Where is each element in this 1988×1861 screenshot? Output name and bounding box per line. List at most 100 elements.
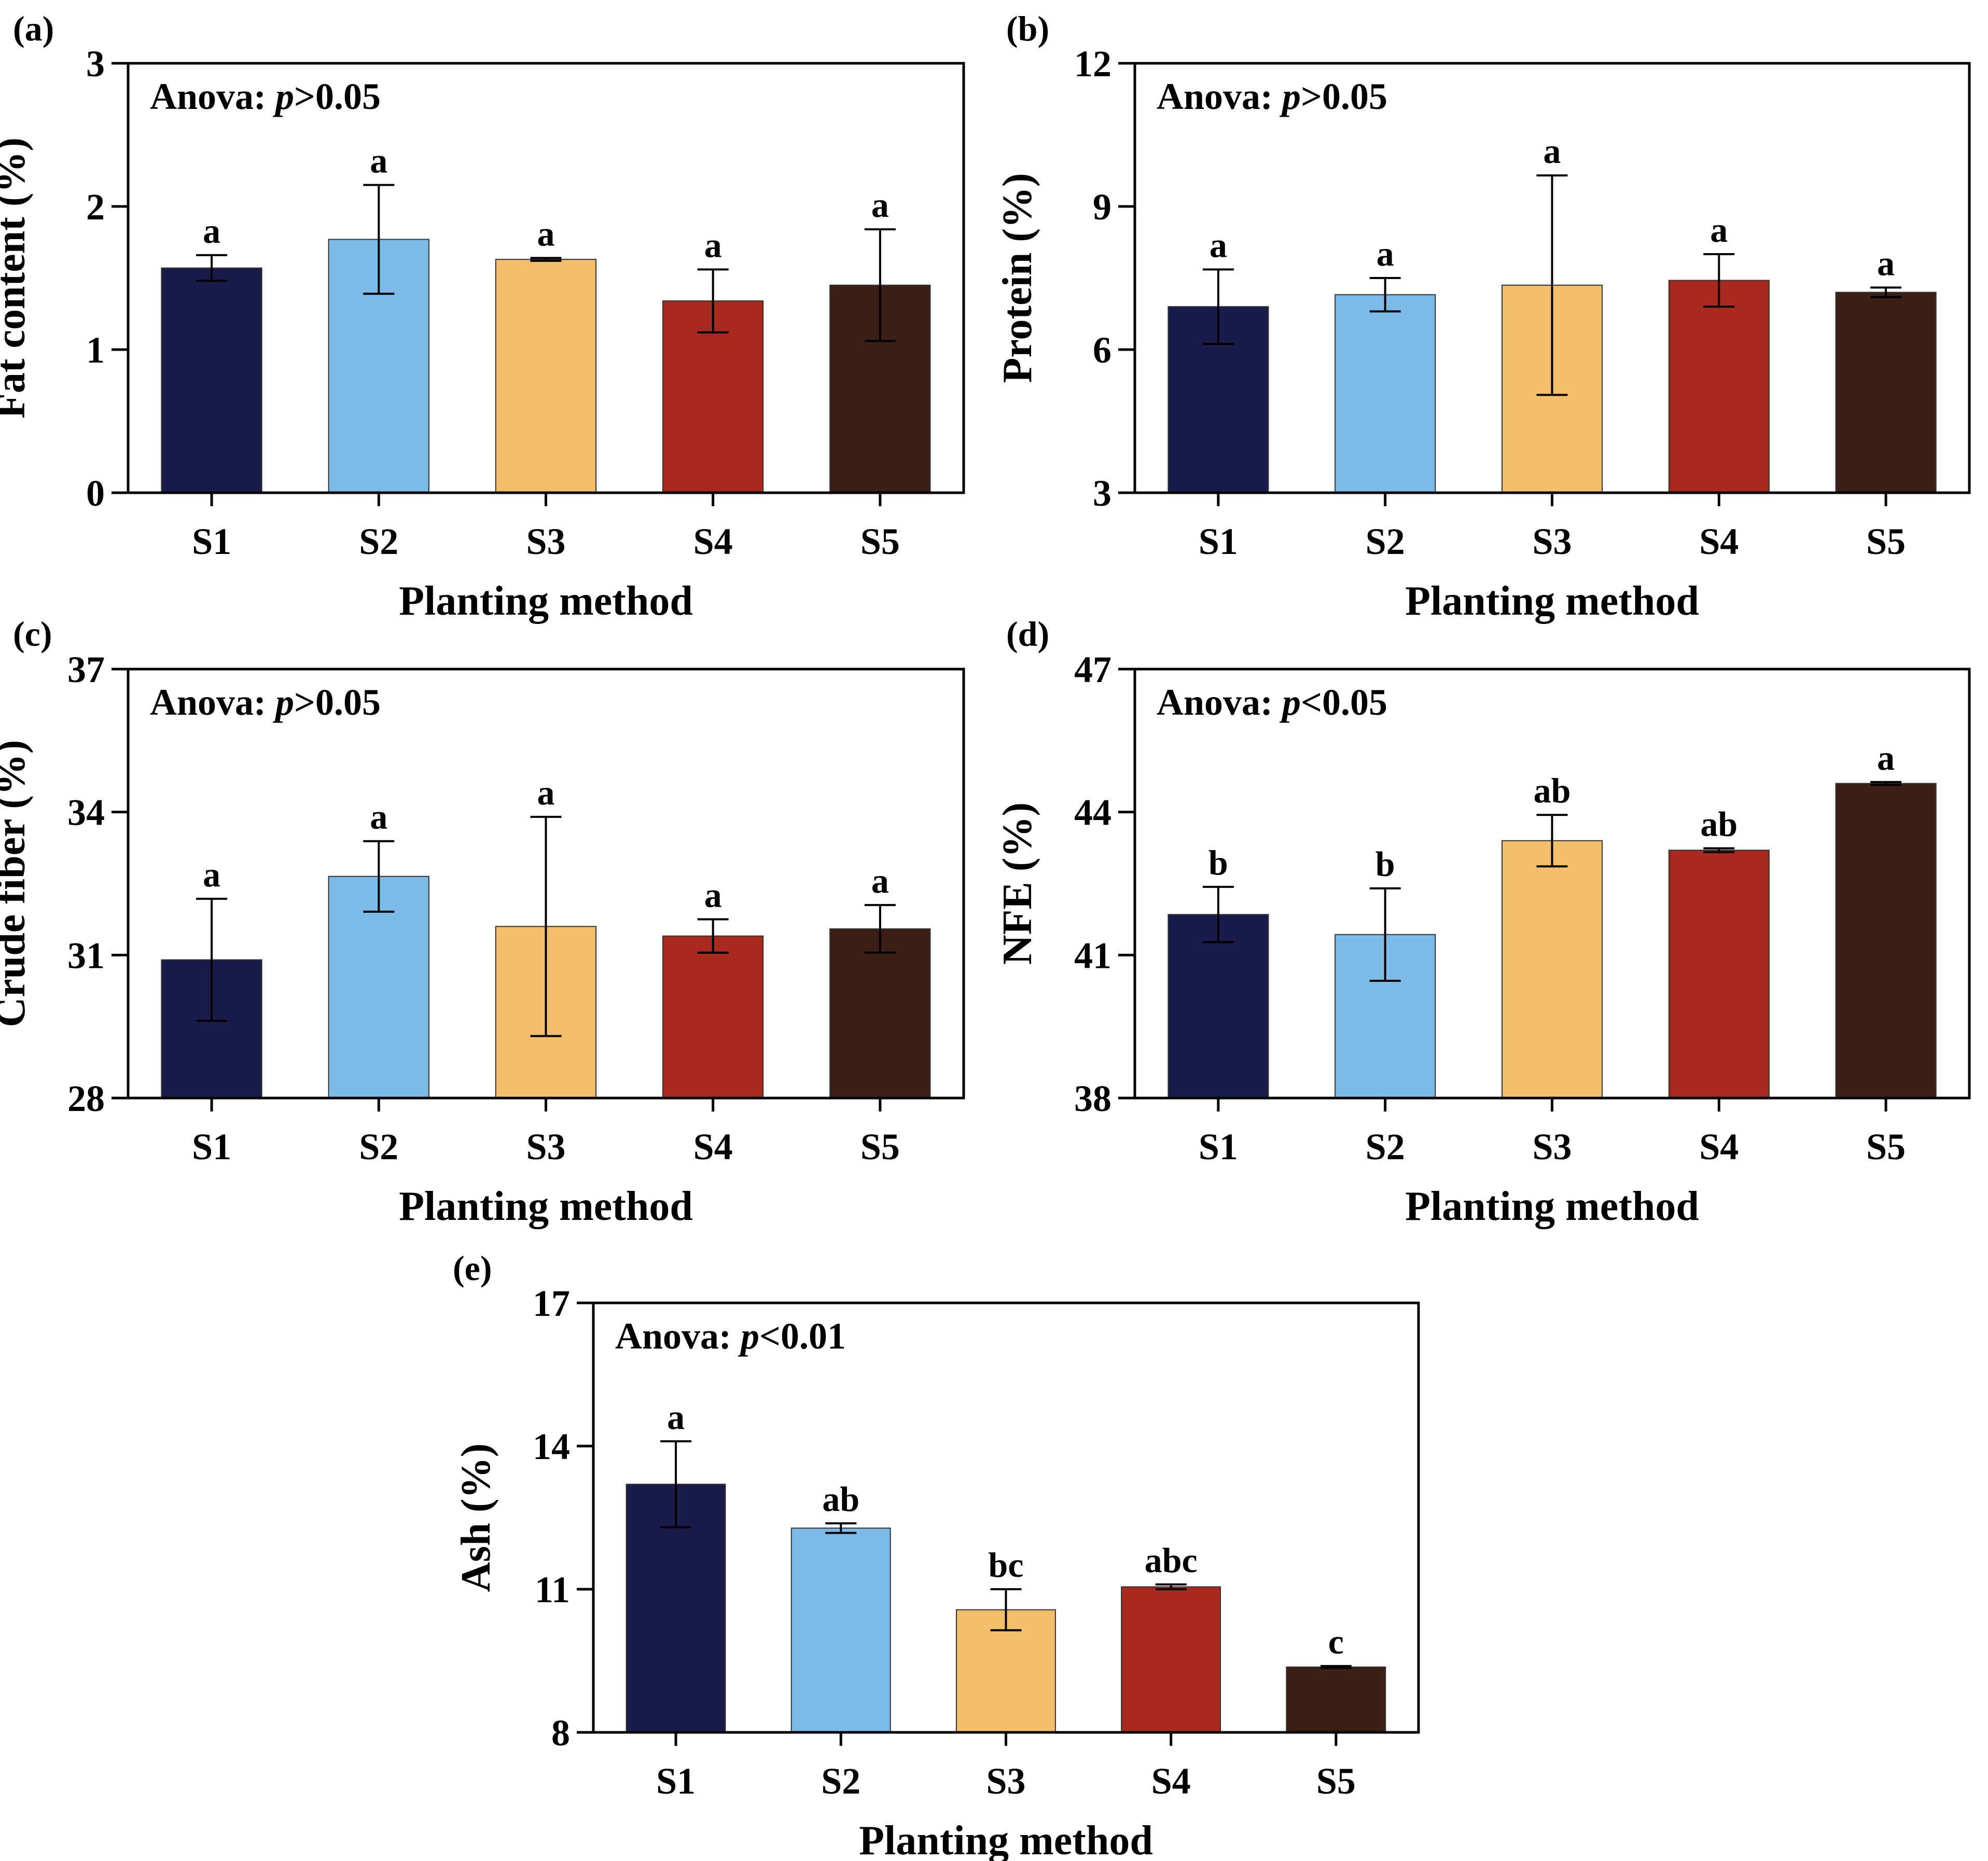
x-tick-label: S5 [1866,1126,1906,1168]
y-tick-label: 47 [1074,649,1111,690]
bar-s3 [495,259,597,493]
y-tick-label: 28 [67,1078,105,1119]
x-axis-title: Planting method [399,1184,693,1229]
y-tick-label: 14 [533,1426,570,1467]
x-axis-title: Planting method [1405,578,1699,624]
anova-annotation: Anova: p>0.05 [1157,76,1387,117]
x-tick-label: S2 [1366,521,1405,562]
bar-s1 [1167,914,1269,1099]
chart-panel-a: (a) a S1 a S2 a S3 a S4 a S5 0 1 2 3 Planting method Fat… [0,9,965,624]
y-tick-label: 3 [1093,473,1111,514]
y-tick-label: 3 [86,43,105,85]
anova-p-symbol: p [1279,682,1301,723]
anova-p-symbol: p [1279,76,1301,117]
x-tick-label: S5 [860,521,900,562]
bar-s5 [829,928,931,1099]
y-tick-label: 1 [86,329,105,371]
x-tick-label: S5 [1866,521,1906,562]
x-axis-title: Planting method [859,1818,1153,1861]
significance-letter: a [537,773,555,812]
anova-p-symbol: p [738,1315,759,1357]
y-tick-label: 17 [533,1283,570,1324]
y-tick-label: 41 [1074,935,1111,976]
y-axis-title: Ash (%) [453,1443,499,1592]
x-tick-label: S1 [192,521,231,562]
significance-letter: ab [1700,804,1737,844]
anova-prefix: Anova: [1157,682,1282,723]
y-axis-title: Crude fiber (%) [0,740,34,1027]
significance-letter: a [203,855,220,894]
significance-letter: a [704,875,722,914]
bar-s4 [1121,1586,1221,1733]
x-tick-label: S1 [192,1126,231,1168]
y-tick-label: 6 [1093,329,1111,371]
x-tick-label: S2 [821,1760,860,1802]
plot-frame [1133,668,1971,1100]
panel-label: (d) [1006,614,1049,654]
x-tick-label: S4 [1699,1126,1739,1168]
y-tick-label: 9 [1093,186,1111,228]
significance-letter: a [370,797,387,837]
significance-letter: a [704,225,722,265]
plot-frame [127,62,965,494]
significance-letter: b [1375,844,1395,884]
significance-letter: a [1544,131,1561,171]
significance-letter: a [1210,225,1227,265]
chart-panel-e: (e) a S1 ab S2 bc S3 abc S4 c S5 8 11 14 17 Planting me… [453,1248,1420,1861]
significance-letter: a [1877,738,1895,777]
significance-letter: ab [822,1479,859,1519]
significance-letter: a [871,861,889,900]
bar-s4 [1668,280,1770,493]
x-tick-label: S1 [656,1760,696,1802]
y-tick-label: 37 [67,649,105,690]
anova-prefix: Anova: [150,76,275,117]
significance-letter: b [1208,843,1228,882]
y-tick-label: 34 [67,792,105,834]
bar-s5 [1286,1666,1386,1733]
bar-s2 [790,1527,891,1733]
x-tick-label: S4 [1151,1760,1191,1802]
significance-letter: a [537,214,555,253]
x-tick-label: S3 [526,1126,565,1168]
anova-threshold: >0.05 [294,76,381,117]
significance-letter: a [1377,234,1394,273]
x-axis-title: Planting method [1405,1184,1699,1229]
y-tick-label: 12 [1074,43,1111,85]
y-axis-title: Protein (%) [995,173,1040,383]
panel-label: (a) [13,9,54,48]
anova-annotation: Anova: p>0.05 [150,682,381,723]
x-tick-label: S5 [1316,1760,1356,1802]
y-tick-label: 2 [86,186,105,228]
x-tick-label: S3 [1532,521,1572,562]
anova-threshold: >0.05 [294,682,381,723]
anova-annotation: Anova: p>0.05 [150,76,381,117]
plot-frame [127,668,965,1100]
bar-s1 [161,267,262,493]
anova-threshold: >0.05 [1301,76,1387,117]
significance-letter: bc [989,1545,1024,1585]
y-axis-title: NFE (%) [995,802,1040,965]
bar-s4 [662,935,764,1099]
x-tick-label: S1 [1199,1126,1238,1168]
panel-label: (e) [453,1248,492,1288]
x-tick-label: S4 [693,1126,733,1168]
x-tick-label: S3 [986,1760,1025,1802]
plot-frame [1133,62,1971,494]
bar-s5 [1835,291,1937,493]
anova-threshold: <0.05 [1301,682,1387,723]
chart-panel-b: (b) a S1 a S2 a S3 a S4 a S5 3 6 9 12 Planting method Pr… [995,9,1971,624]
anova-annotation: Anova: p<0.01 [615,1315,846,1357]
bar-s3 [1502,840,1603,1099]
x-tick-label: S5 [860,1126,900,1168]
significance-letter: a [1877,243,1895,283]
anova-prefix: Anova: [1157,76,1282,117]
chart-panel-d: (d) b S1 b S2 ab S3 ab S4 a S5 38 41 44 47 Planting met… [995,614,1971,1229]
anova-prefix: Anova: [615,1315,741,1357]
anova-p-symbol: p [272,682,294,723]
x-tick-label: S4 [693,521,733,562]
y-tick-label: 44 [1074,792,1111,834]
y-tick-label: 31 [67,935,105,976]
panel-label: (c) [13,614,52,654]
significance-letter: ab [1534,771,1571,810]
